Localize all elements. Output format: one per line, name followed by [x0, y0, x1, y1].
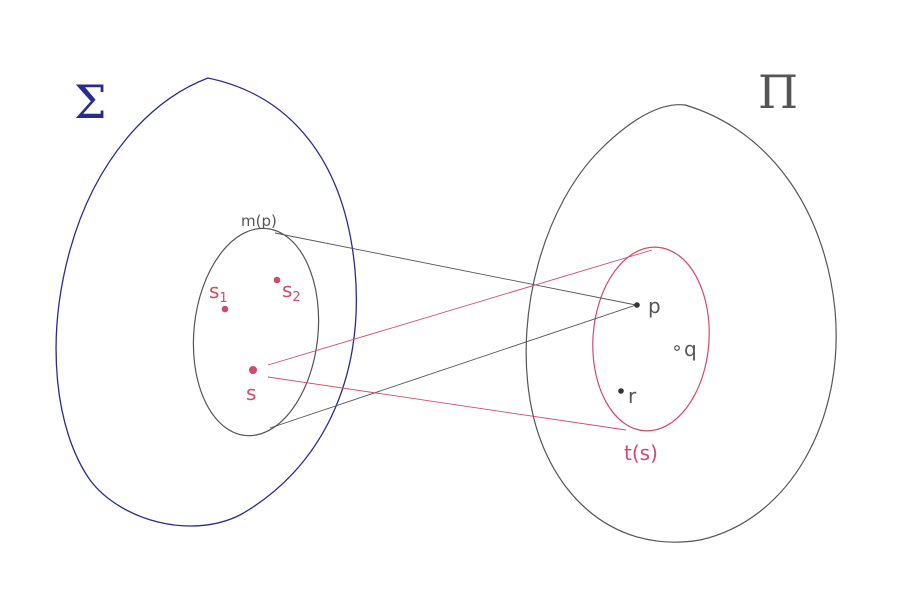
point-r-dot	[618, 388, 624, 394]
point-s2-label: s2	[282, 278, 301, 305]
connector-s-to-t-bottom	[267, 376, 627, 431]
sigma-set-outline	[55, 77, 357, 527]
connector-s-to-t-top	[267, 249, 653, 366]
point-s2-base: s	[282, 278, 292, 302]
point-s1-label: s1	[209, 279, 228, 306]
point-s1-base: s	[209, 279, 219, 303]
t-s-label: t(s)	[624, 441, 658, 465]
m-p-label: m(p)	[241, 212, 277, 230]
point-s-dot	[249, 366, 257, 374]
point-s1-subscript: 1	[219, 291, 227, 306]
pi-label: Π	[758, 65, 798, 119]
point-s1-dot	[221, 305, 229, 313]
t-s-subset-outline	[592, 246, 710, 432]
point-q-dot	[674, 345, 680, 351]
connector-p-to-m-bottom	[269, 304, 637, 429]
point-r-label: r	[628, 384, 637, 408]
m-p-subset-outline	[192, 227, 320, 437]
point-q-label: q	[684, 337, 697, 361]
pi-set-outline	[525, 104, 837, 543]
point-p-dot	[634, 302, 640, 308]
sigma-label: Σ	[74, 75, 107, 129]
point-p-label: p	[648, 294, 661, 318]
point-s2-subscript: 2	[292, 290, 300, 305]
point-s2-dot	[273, 276, 281, 284]
connector-p-to-m-top	[274, 232, 637, 306]
point-s-label: s	[246, 381, 256, 405]
